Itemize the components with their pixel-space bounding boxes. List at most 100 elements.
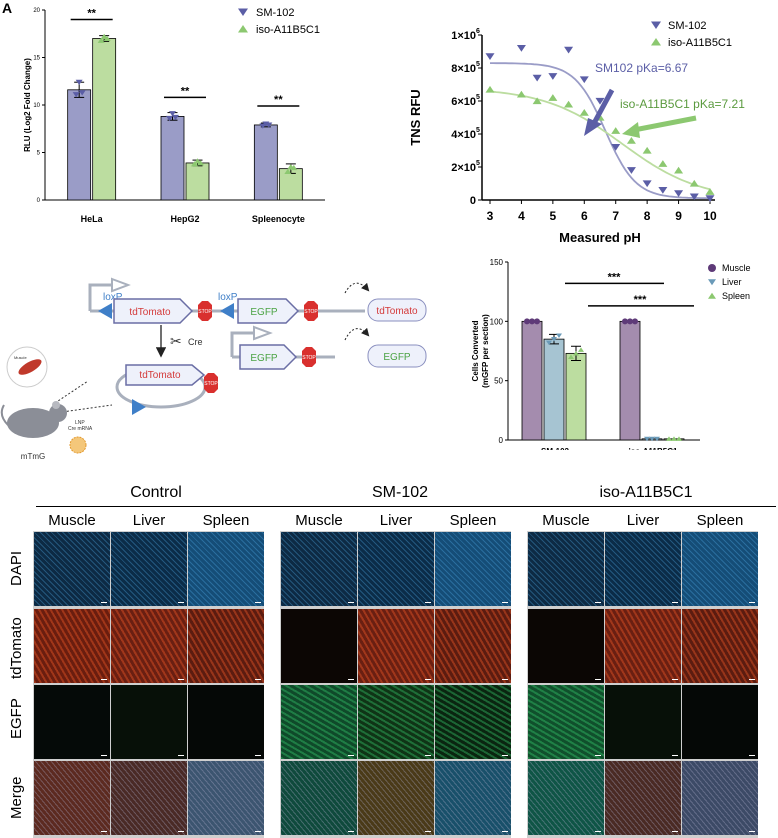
micrograph-egfp-liver bbox=[111, 685, 187, 759]
panel-b-scatter-chart: 02×10 54×10 56×10 58×10 51×10 63 4 5 6 7 8 9 10Measu… bbox=[408, 20, 745, 245]
micrograph-egfp-spleen bbox=[188, 685, 264, 759]
panel-d-bar-chart: 0 50 100 150 Cells Converted (mGFP per sectio… bbox=[471, 258, 751, 450]
tdtomato-gene bbox=[113, 298, 194, 324]
panel-b-xtick: 10 bbox=[703, 209, 717, 223]
scale-bar bbox=[502, 755, 508, 756]
panel-b-legend-label: SM-102 bbox=[668, 20, 707, 32]
micrograph-dapi-liver bbox=[358, 532, 434, 606]
cre-label: Cre bbox=[188, 337, 203, 347]
panel-d-legend-marker bbox=[708, 279, 716, 286]
panel-d-bar bbox=[521, 320, 543, 441]
panel-b-point bbox=[611, 127, 621, 134]
micrograph-dapi-liver bbox=[111, 532, 187, 606]
panel-d-ylabel: Cells Converted bbox=[471, 320, 480, 381]
micrograph-egfp-liver bbox=[358, 685, 434, 759]
panel-b-ylabel: TNS RFU bbox=[408, 89, 423, 145]
stop-sign-1 bbox=[198, 301, 212, 321]
panel-a-point bbox=[284, 168, 292, 174]
micrograph-egfp-muscle bbox=[34, 685, 110, 759]
micrograph-dapi-liver bbox=[605, 532, 681, 606]
scale-bar bbox=[101, 831, 107, 832]
micrograph-tdtomato-muscle bbox=[528, 609, 604, 683]
panel-b-point bbox=[658, 186, 668, 194]
panel-a-legend-label: iso-A11B5C1 bbox=[256, 24, 320, 36]
panel-b-point bbox=[516, 90, 526, 98]
micrograph-tdtomato-liver bbox=[358, 609, 434, 683]
panel-d-point bbox=[676, 436, 682, 441]
panel-d-legend-label: Spleen bbox=[722, 291, 750, 301]
panel-b-point bbox=[705, 195, 715, 202]
scale-bar bbox=[672, 831, 678, 832]
egfp-gene-label: EGFP bbox=[250, 307, 278, 318]
panel-b-ytick: 8×10 bbox=[451, 63, 476, 75]
stop-sign-2 bbox=[304, 301, 318, 321]
panel-a-xtick: HepG2 bbox=[170, 214, 199, 224]
row-header-egfp: EGFP bbox=[8, 698, 25, 739]
panel-b-point bbox=[626, 167, 636, 174]
stop-label-3: STOP bbox=[204, 381, 218, 387]
panel-b-legend-label: iso-A11B5C1 bbox=[668, 37, 732, 49]
micrograph-egfp-muscle bbox=[281, 685, 357, 759]
panel-d-point bbox=[632, 318, 638, 325]
egfp-gene2-label: EGFP bbox=[250, 353, 278, 364]
loxp-label-1: loxP bbox=[103, 292, 123, 303]
scale-bar bbox=[255, 831, 261, 832]
scale-bar bbox=[255, 755, 261, 756]
micrograph-merge-liver bbox=[111, 761, 187, 835]
column-header-liver: Liver bbox=[626, 512, 660, 529]
panel-d-point bbox=[666, 436, 672, 441]
micrograph-egfp-muscle bbox=[528, 685, 604, 759]
panel-b-arrow-sm102 bbox=[589, 88, 615, 129]
panel-a-significance: ** bbox=[181, 85, 190, 97]
panel-a-point bbox=[103, 35, 111, 41]
micrograph-merge-liver bbox=[358, 761, 434, 835]
panel-b-point bbox=[564, 46, 574, 54]
panel-d-point bbox=[627, 318, 633, 325]
micrograph-merge-muscle bbox=[281, 761, 357, 835]
panel-d-legend-label: Muscle bbox=[722, 263, 751, 273]
scale-bar bbox=[425, 602, 431, 603]
micrograph-merge-muscle bbox=[34, 761, 110, 835]
panel-b-ytick: 0 bbox=[470, 195, 476, 207]
panel-b-point bbox=[626, 137, 636, 144]
panel-b-point bbox=[516, 45, 526, 52]
panel-d-xtick: SM-102 bbox=[541, 447, 570, 450]
panel-a-point bbox=[265, 122, 273, 128]
panel-b-ytick-exp: 5 bbox=[476, 94, 480, 101]
scale-bar bbox=[348, 831, 354, 832]
panel-b-xtick: 9 bbox=[675, 209, 682, 223]
micrograph-tdtomato-liver bbox=[111, 609, 187, 683]
mouse-icon bbox=[7, 408, 59, 438]
tdtomato-output bbox=[367, 298, 427, 322]
panel-d-point bbox=[556, 333, 562, 338]
scale-bar bbox=[672, 679, 678, 680]
panel-d-point bbox=[546, 340, 552, 346]
panel-d-point bbox=[649, 436, 655, 442]
scale-bar bbox=[595, 755, 601, 756]
panel-b-point bbox=[548, 94, 558, 101]
panel-b-point bbox=[532, 97, 542, 105]
panel-a-legend-marker bbox=[238, 8, 248, 16]
column-header-spleen: Spleen bbox=[449, 512, 497, 529]
panel-d-bar bbox=[543, 338, 565, 441]
loxp-label-2: loxP bbox=[218, 292, 238, 303]
panel-d-significance: *** bbox=[608, 271, 622, 283]
panel-b-ytick-exp: 6 bbox=[476, 28, 480, 35]
column-header-spleen: Spleen bbox=[202, 512, 250, 529]
row-header-dapi: DAPI bbox=[8, 550, 25, 586]
panel-d-point bbox=[654, 436, 660, 442]
panel-a-ytick: 5 bbox=[37, 151, 41, 157]
row-header-tdtomato: tdTomato bbox=[8, 617, 25, 679]
lnp-particle-icon bbox=[69, 436, 87, 454]
loxp-triangle-2 bbox=[220, 303, 234, 319]
micrograph-tdtomato-muscle bbox=[281, 609, 357, 683]
panel-b-legend-marker bbox=[651, 38, 661, 46]
loxp-triangle-3 bbox=[132, 399, 146, 415]
panel-a-bar-chart: 0 5 10 15 20 RLU (Log2 Fold Change) ** HeLa ** He… bbox=[23, 7, 325, 224]
scale-bar bbox=[749, 602, 755, 603]
panel-a-legend-marker bbox=[238, 25, 248, 33]
scale-bar bbox=[255, 602, 261, 603]
panel-b-point bbox=[564, 100, 574, 108]
panel-d-point bbox=[568, 354, 574, 360]
micrograph-tdtomato-liver bbox=[605, 609, 681, 683]
